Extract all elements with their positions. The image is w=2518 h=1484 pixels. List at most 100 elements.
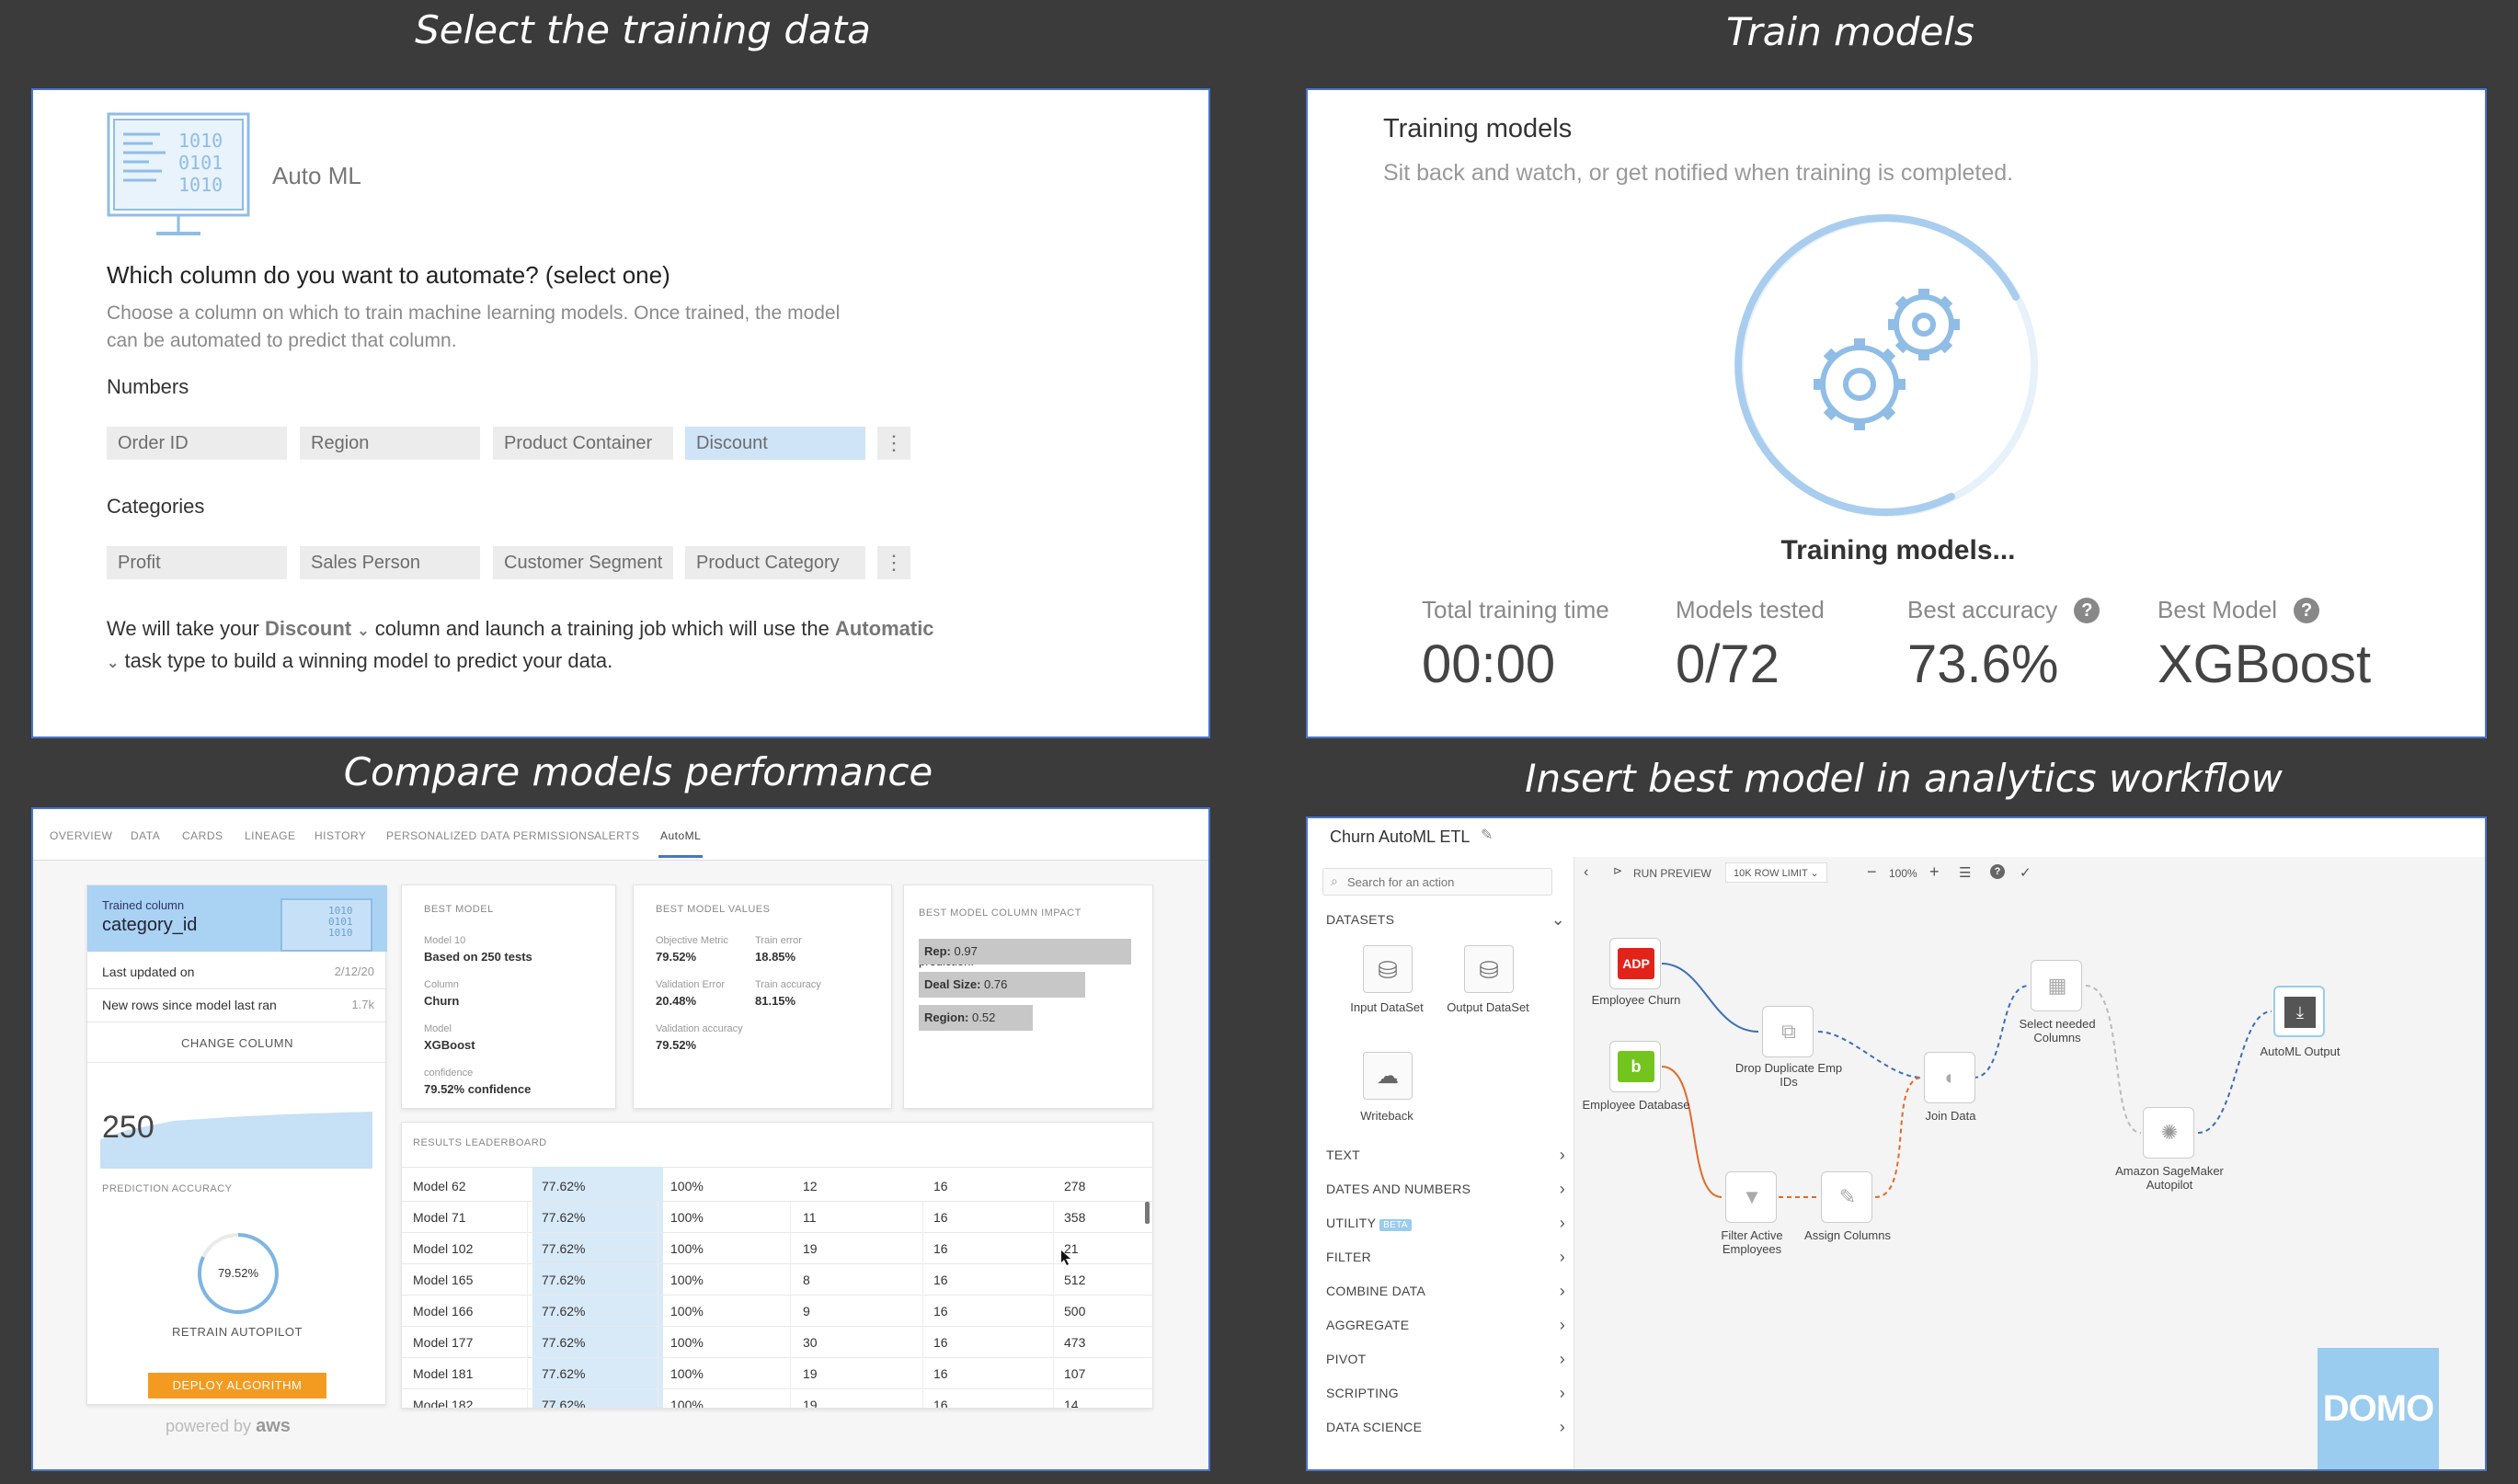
heading-insert: Insert best model in analytics workflow	[1525, 756, 2283, 801]
retrain-autopilot-button[interactable]: RETRAIN AUTOPILOT	[172, 1325, 303, 1339]
compare-panel: OVERVIEW DATA CARDS LINEAGE HISTORY PERS…	[31, 807, 1210, 1471]
node-join-data[interactable]: ◐	[1924, 1052, 1975, 1103]
category-data-science[interactable]: DATA SCIENCE ›	[1326, 1418, 1565, 1436]
summary-column-dropdown[interactable]: Discount ⌄	[265, 617, 370, 640]
column-divider	[922, 1264, 923, 1296]
stat-label-row: Best accuracy ?	[1907, 596, 2100, 624]
node-sagemaker[interactable]: ✺	[2143, 1107, 2194, 1159]
node-employee-churn[interactable]: ADP	[1609, 938, 1661, 989]
categories-more-icon[interactable]: ⋮	[877, 546, 910, 579]
chip-order-id[interactable]: Order ID	[107, 427, 287, 460]
help-icon[interactable]: ?	[2074, 597, 2100, 623]
zoom-out-icon[interactable]: −	[1867, 862, 1877, 881]
category-utility[interactable]: UTILITY BETA ›	[1326, 1214, 1565, 1232]
collapse-sidebar-icon[interactable]: ‹	[1584, 864, 1589, 880]
settings-sliders-icon[interactable]: ☰	[1959, 865, 1972, 881]
scrollbar-thumb[interactable]	[1145, 1202, 1150, 1224]
column-divider	[1053, 1202, 1054, 1233]
stat-best-accuracy: Best accuracy ? 73.6%	[1907, 596, 2100, 695]
table-cell: 16	[933, 1241, 948, 1256]
category-scripting[interactable]: SCRIPTING ›	[1326, 1384, 1565, 1402]
table-row[interactable]: Model 182 77.62% 100% 19 16 14	[402, 1389, 1152, 1409]
table-cell: 100%	[670, 1304, 704, 1318]
column-description: Choose a column on which to train machin…	[107, 303, 841, 351]
chip-profit[interactable]: Profit	[107, 546, 287, 579]
stat-training-time: Total training time 00:00	[1422, 596, 1609, 695]
table-row[interactable]: Model 166 77.62% 100% 9 16 500	[402, 1296, 1152, 1327]
help-circle-icon[interactable]: ?	[1990, 864, 2005, 879]
summary-text: We will take your Discount ⌄ column and …	[107, 614, 934, 679]
table-cell: 358	[1064, 1210, 1086, 1225]
node-assign-columns[interactable]: ✎	[1821, 1171, 1872, 1223]
edit-pencil-icon[interactable]: ✎	[1481, 828, 1494, 843]
node-filter-active[interactable]: ▼	[1725, 1171, 1777, 1223]
writeback-tile[interactable]: ☁ Writeback	[1341, 1052, 1433, 1131]
chip-sales-person[interactable]: Sales Person	[300, 546, 480, 579]
database-icon: ⛁	[1464, 945, 1514, 993]
output-dataset-tile[interactable]: ⛁ Output DataSet	[1442, 945, 1534, 1024]
best-values-card: BEST MODEL VALUES Objective Metric 79.52…	[633, 885, 892, 1109]
play-icon[interactable]: ⊳	[1613, 864, 1623, 877]
table-row[interactable]: Model 62 77.62% 100% 12 16 278	[402, 1170, 1152, 1202]
deploy-algorithm-button[interactable]: DEPLOY ALGORITHM	[148, 1373, 326, 1398]
numbers-more-icon[interactable]: ⋮	[877, 427, 910, 460]
sparkline-area	[100, 1108, 372, 1169]
action-sidebar: ⌕ DATASETS ⌄ ⛁ Input DataSet ⛁ Output Da…	[1308, 857, 1574, 1469]
chevron-right-icon: ›	[1559, 1418, 1565, 1436]
input-dataset-tile[interactable]: ⛁ Input DataSet	[1341, 945, 1433, 1024]
chip-product-container[interactable]: Product Container	[493, 427, 673, 460]
datasets-section[interactable]: DATASETS ⌄	[1326, 910, 1565, 929]
node-automl-output[interactable]: ⤓	[2273, 986, 2325, 1037]
tab-history[interactable]: HISTORY	[315, 829, 367, 842]
category-aggregate[interactable]: AGGREGATE ›	[1326, 1316, 1565, 1334]
tab-bar: OVERVIEW DATA CARDS LINEAGE HISTORY PERS…	[33, 809, 1208, 861]
tab-permissions[interactable]: PERSONALIZED DATA PERMISSIONS	[386, 829, 595, 842]
summary-task-value: Automatic	[834, 617, 934, 640]
node-employee-database[interactable]: b	[1609, 1041, 1661, 1092]
change-column-button[interactable]: CHANGE COLUMN	[180, 1036, 294, 1050]
node-drop-duplicate[interactable]: ⧉	[1762, 1006, 1814, 1057]
action-search[interactable]: ⌕	[1322, 868, 1552, 896]
table-row[interactable]: Model 177 77.62% 100% 30 16 473	[402, 1327, 1152, 1358]
validate-icon[interactable]: ✓	[2020, 865, 2032, 881]
chip-customer-segment[interactable]: Customer Segment	[493, 546, 673, 579]
tab-data[interactable]: DATA	[131, 829, 161, 842]
table-cell: 100%	[670, 1273, 704, 1287]
etl-canvas[interactable]: ‹ ⊳ RUN PREVIEW 10K ROW LIMIT ⌄ − 100% +…	[1574, 857, 2485, 1469]
best-model-column-value: Churn	[424, 994, 460, 1008]
tab-alerts[interactable]: ALERTS	[594, 829, 640, 842]
tab-cards[interactable]: CARDS	[182, 829, 223, 842]
table-row[interactable]: Model 165 77.62% 100% 8 16 512	[402, 1264, 1152, 1296]
category-combine-data[interactable]: COMBINE DATA ›	[1326, 1282, 1565, 1300]
chip-product-category[interactable]: Product Category	[685, 546, 865, 579]
category-filter[interactable]: FILTER ›	[1326, 1248, 1565, 1266]
node-select-columns[interactable]: ▦	[2031, 960, 2082, 1011]
category-text[interactable]: TEXT ›	[1326, 1146, 1565, 1164]
chevron-right-icon: ›	[1559, 1282, 1565, 1300]
table-cell: 16	[933, 1273, 948, 1287]
table-cell: 100%	[670, 1398, 704, 1409]
zoom-in-icon[interactable]: +	[1929, 862, 1940, 881]
objective-value: 79.52%	[656, 950, 697, 964]
row-limit-select[interactable]: 10K ROW LIMIT ⌄	[1725, 862, 1827, 883]
action-search-input[interactable]	[1347, 873, 1546, 891]
domo-logo: DOMO	[2318, 1348, 2439, 1469]
summary-task-dropdown[interactable]: Automatic ⌄	[107, 617, 934, 672]
chip-region[interactable]: Region	[300, 427, 480, 460]
chip-discount[interactable]: Discount	[685, 427, 865, 460]
table-cell: 77.62%	[542, 1210, 586, 1225]
accuracy-gauge	[196, 1231, 280, 1316]
table-row[interactable]: Model 181 77.62% 100% 19 16 107	[402, 1358, 1152, 1389]
tab-overview[interactable]: OVERVIEW	[50, 829, 113, 842]
help-icon[interactable]: ?	[2294, 597, 2320, 623]
table-row[interactable]: Model 102 77.62% 100% 19 16 21	[402, 1233, 1152, 1264]
zoom-level: 100%	[1889, 867, 1917, 880]
run-preview-button[interactable]: RUN PREVIEW	[1633, 867, 1711, 880]
category-dates-numbers[interactable]: DATES AND NUMBERS ›	[1326, 1180, 1565, 1198]
table-row[interactable]: Model 71 77.62% 100% 11 16 358	[402, 1202, 1152, 1233]
training-status: Training models...	[1780, 535, 2016, 565]
new-rows-value: 1.7k	[351, 998, 374, 1011]
tab-lineage[interactable]: LINEAGE	[245, 829, 296, 842]
tab-automl[interactable]: AutoML	[660, 829, 702, 842]
category-pivot[interactable]: PIVOT ›	[1326, 1350, 1565, 1368]
